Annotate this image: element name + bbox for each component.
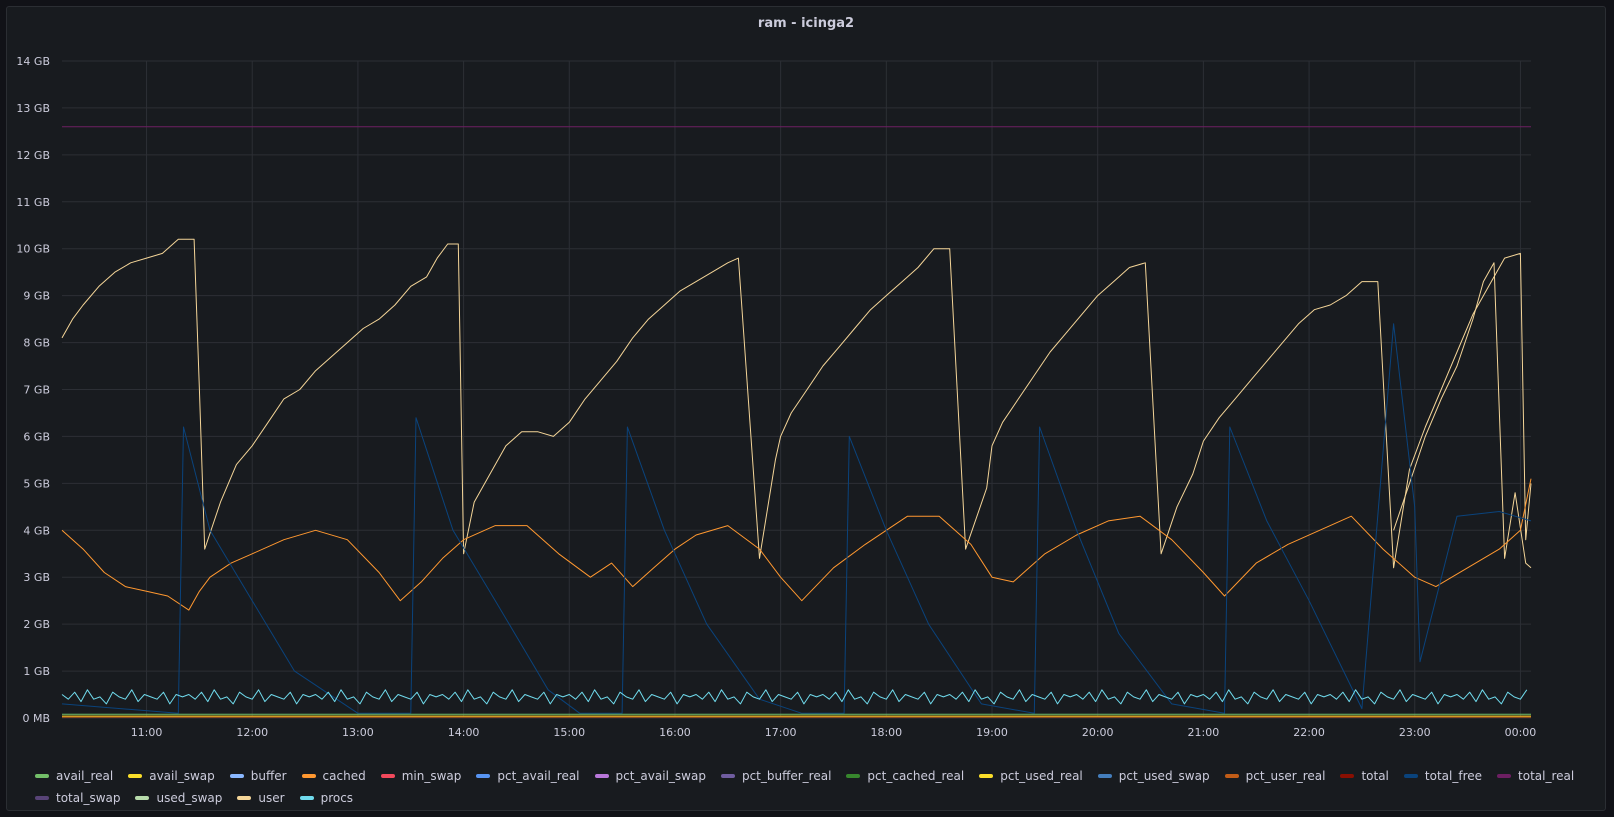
x-tick-label: 16:00 [659, 726, 691, 739]
x-tick-label: 15:00 [553, 726, 585, 739]
legend-label: avail_swap [149, 769, 215, 783]
legend-swatch [720, 774, 735, 778]
legend-item-avail_swap[interactable]: avail_swap [128, 767, 215, 785]
legend-label: avail_real [56, 769, 114, 783]
legend-swatch [35, 796, 49, 800]
legend-label: user [258, 791, 285, 805]
legend-item-total_swap[interactable]: total_swap [35, 789, 120, 807]
y-tick-label: 9 GB [23, 290, 50, 303]
legend-swatch [1224, 774, 1239, 778]
legend-swatch [299, 796, 314, 800]
legend-swatch [380, 774, 395, 778]
chart-legend: avail_real avail_swap buffer cached min_swap… [35, 767, 1595, 807]
y-tick-label: 0 MB [22, 712, 50, 725]
legend-swatch [594, 774, 609, 778]
legend-label: total_free [1424, 769, 1483, 783]
y-tick-label: 2 GB [23, 618, 50, 631]
legend-label: total_swap [56, 791, 121, 805]
legend-label: used_swap [156, 791, 223, 805]
legend-swatch [35, 774, 49, 778]
x-tick-label: 23:00 [1399, 726, 1431, 739]
x-tick-label: 18:00 [870, 726, 902, 739]
x-tick-label: 00:00 [1505, 726, 1537, 739]
y-tick-label: 3 GB [23, 571, 50, 584]
legend-item-pct_cached_real[interactable]: pct_cached_real [846, 767, 964, 785]
legend-item-total_real[interactable]: total_real [1497, 767, 1574, 785]
legend-label: pct_avail_real [497, 769, 580, 783]
legend-swatch [229, 774, 244, 778]
legend-item-used_swap[interactable]: used_swap [135, 789, 222, 807]
y-tick-label: 6 GB [23, 430, 50, 443]
x-tick-label: 22:00 [1293, 726, 1325, 739]
legend-swatch [476, 774, 491, 778]
legend-item-pct_used_real[interactable]: pct_used_real [979, 767, 1083, 785]
legend-swatch [1403, 774, 1418, 778]
x-tick-label: 11:00 [131, 726, 163, 739]
x-tick-label: 13:00 [342, 726, 374, 739]
legend-label: total [1361, 769, 1389, 783]
legend-label: pct_buffer_real [741, 769, 832, 783]
y-tick-label: 13 GB [16, 102, 50, 115]
legend-label: procs [320, 791, 354, 805]
legend-item-cached[interactable]: cached [301, 767, 366, 785]
legend-swatch [1340, 774, 1355, 778]
series-line-total_free[interactable] [61, 323, 1532, 714]
legend-swatch [979, 774, 994, 778]
legend-item-total[interactable]: total [1340, 767, 1389, 785]
line-chart: 0 MB 1 GB 2 GB 3 GB 4 GB 5 GB 6 GB 7 GB 8 GB 9 GB… [16, 55, 1537, 739]
legend-label: buffer [250, 769, 287, 783]
y-tick-label: 10 GB [16, 243, 50, 256]
legend-label: pct_cached_real [867, 769, 965, 783]
legend-label: pct_user_real [1245, 769, 1326, 783]
y-tick-label: 12 GB [16, 149, 50, 162]
legend-swatch [846, 774, 861, 778]
series-line-user[interactable] [61, 238, 1532, 569]
legend-item-pct_user_real[interactable]: pct_user_real [1224, 767, 1326, 785]
legend-swatch [1497, 774, 1512, 778]
legend-item-min_swap[interactable]: min_swap [380, 767, 462, 785]
x-tick-label: 21:00 [1188, 726, 1220, 739]
legend-swatch [135, 796, 150, 800]
x-tick-label: 17:00 [765, 726, 797, 739]
y-tick-label: 4 GB [23, 524, 50, 537]
legend-item-total_free[interactable]: total_free [1403, 767, 1483, 785]
series-line-cached[interactable] [61, 478, 1532, 611]
y-tick-label: 5 GB [23, 477, 50, 490]
series-line-user[interactable] [1393, 262, 1532, 569]
y-tick-label: 8 GB [23, 337, 50, 350]
legend-swatch [301, 774, 316, 778]
graph-panel: ram - icinga2 0 MB 1 GB 2 GB 3 GB 4 GB 5 GB 6 … [6, 6, 1606, 811]
legend-swatch [1097, 774, 1112, 778]
legend-swatch [128, 774, 143, 778]
legend-item-pct_avail_real[interactable]: pct_avail_real [476, 767, 580, 785]
legend-item-buffer[interactable]: buffer [229, 767, 287, 785]
y-tick-label: 11 GB [16, 196, 50, 209]
legend-item-pct_avail_swap[interactable]: pct_avail_swap [594, 767, 706, 785]
x-tick-label: 20:00 [1082, 726, 1114, 739]
y-tick-label: 1 GB [23, 665, 50, 678]
x-tick-label: 19:00 [976, 726, 1008, 739]
panel-title[interactable]: ram - icinga2 [757, 16, 855, 31]
legend-item-avail_real[interactable]: avail_real [35, 767, 113, 785]
legend-item-pct_used_swap[interactable]: pct_used_swap [1097, 767, 1210, 785]
legend-label: pct_used_real [1000, 769, 1083, 783]
legend-item-procs[interactable]: procs [299, 789, 354, 807]
x-tick-label: 14:00 [448, 726, 480, 739]
y-tick-label: 7 GB [23, 384, 50, 397]
legend-label: pct_used_swap [1118, 769, 1210, 783]
legend-item-pct_buffer_real[interactable]: pct_buffer_real [720, 767, 832, 785]
legend-label: min_swap [401, 769, 462, 783]
legend-item-user[interactable]: user [237, 789, 285, 807]
legend-label: pct_avail_swap [615, 769, 706, 783]
series-line-procs[interactable] [61, 689, 1528, 705]
legend-swatch [237, 796, 252, 800]
x-tick-label: 12:00 [236, 726, 268, 739]
legend-label: cached [322, 769, 366, 783]
legend-label: total_real [1518, 769, 1575, 783]
y-tick-label: 14 GB [16, 55, 50, 68]
